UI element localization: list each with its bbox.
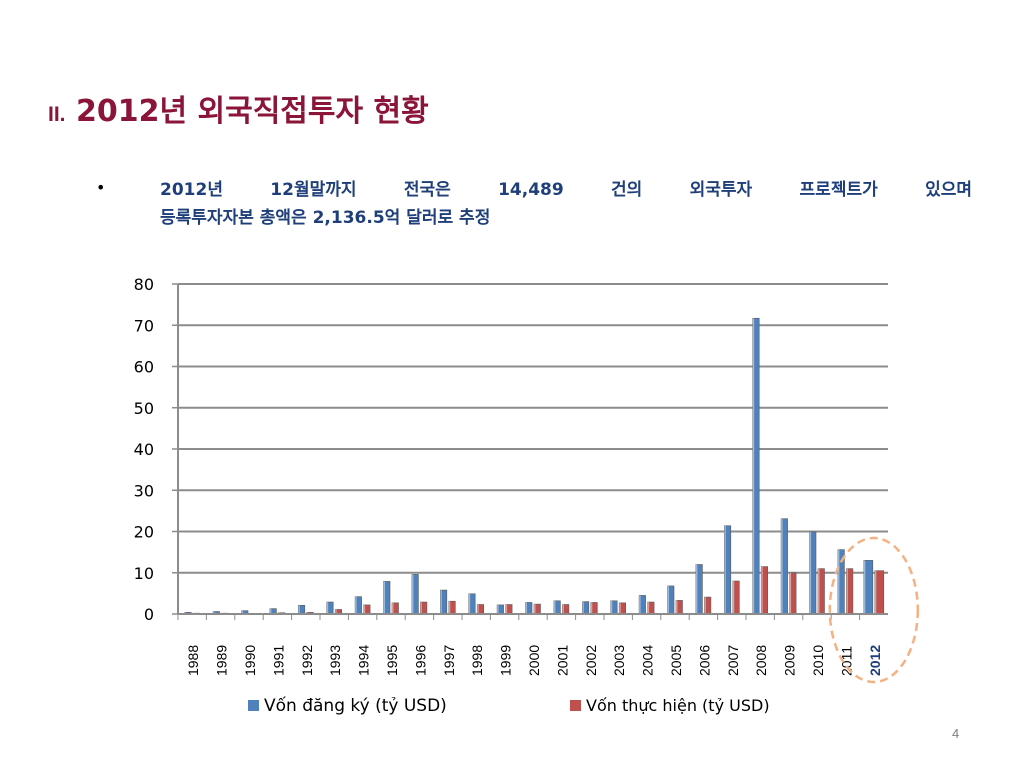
bar-highlight-2004 <box>647 602 650 614</box>
bar-highlight-2004 <box>639 595 641 614</box>
y-tick-label: 10 <box>134 564 154 583</box>
bar-highlight-2008 <box>752 318 755 614</box>
bar-highlight-2006 <box>704 597 706 614</box>
legend-swatch-registered <box>248 700 259 711</box>
x-tick-label-1997: 1997 <box>441 645 457 676</box>
bar-highlight-2007 <box>724 525 726 614</box>
y-tick-label: 40 <box>134 440 154 459</box>
title-number: II. <box>48 103 66 126</box>
bar-highlight-1993 <box>326 602 329 614</box>
highlight-circle <box>828 536 920 684</box>
y-tick-label: 70 <box>134 316 154 335</box>
x-tick-label-2004: 2004 <box>640 645 656 676</box>
bullet-line-1: 2012년 12월말까지 전국은 14,489 건의 외국투자 프로젝트가 있으… <box>160 180 972 200</box>
x-tick-label-2009: 2009 <box>782 645 798 676</box>
x-tick-label-2001: 2001 <box>554 645 570 676</box>
x-tick-label-2007: 2007 <box>725 645 741 676</box>
x-tick-label-1996: 1996 <box>412 645 428 676</box>
bar-highlight-1998 <box>477 604 479 614</box>
x-tick-label-1998: 1998 <box>469 645 485 676</box>
bar-highlight-2003 <box>619 602 621 614</box>
bar-highlight-2002 <box>590 602 593 614</box>
bar-highlight-1997 <box>448 601 451 614</box>
x-tick-label-2002: 2002 <box>583 645 599 676</box>
bar-highlight-1992 <box>298 605 300 614</box>
page-number: 4 <box>952 726 960 741</box>
legend-swatch-implemented <box>570 700 581 711</box>
bar-highlight-2005 <box>676 600 678 614</box>
bar-highlight-2012 <box>863 560 866 614</box>
bar-highlight-1994 <box>363 604 366 614</box>
bar-highlight-1996 <box>420 602 422 614</box>
bar-highlight-2010 <box>818 568 820 614</box>
x-tick-label-2008: 2008 <box>753 645 769 676</box>
x-tick-label-1994: 1994 <box>356 645 372 676</box>
x-tick-label-2005: 2005 <box>668 645 684 676</box>
bar-highlight-1995 <box>383 581 385 614</box>
x-tick-label-2011: 2011 <box>838 646 854 676</box>
y-tick-label: 0 <box>144 605 154 624</box>
x-tick-label-1989: 1989 <box>214 645 230 676</box>
bar-highlight-2003 <box>610 600 613 614</box>
bar-highlight-2011 <box>837 549 840 614</box>
bar-highlight-1989 <box>213 611 215 614</box>
legend-label-implemented: Vốn thực hiện (tỷ USD) <box>586 696 770 715</box>
bar-highlight-1993 <box>335 609 337 614</box>
bar-highlight-1991 <box>269 608 272 614</box>
bar-highlight-2007 <box>732 581 735 614</box>
x-tick-label-1993: 1993 <box>327 645 343 676</box>
bullet-text: 2012년 12월말까지 전국은 14,489 건의 외국투자 프로젝트가 있으… <box>160 176 972 232</box>
x-tick-label-2010: 2010 <box>810 645 826 676</box>
x-tick-label-2003: 2003 <box>611 645 627 676</box>
x-tick-label-1991: 1991 <box>270 645 286 676</box>
bar-highlight-2010 <box>809 531 811 614</box>
bar-highlight-2001 <box>562 604 564 614</box>
slide-title: II. 2012년 외국직접투자 현황 <box>48 86 429 130</box>
bar-highlight-2000 <box>525 602 527 614</box>
bar-highlight-2009 <box>789 572 792 614</box>
bar-highlight-2011 <box>846 568 848 614</box>
y-tick-label: 50 <box>134 399 154 418</box>
y-tick-label: 20 <box>134 523 154 542</box>
bar-highlight-2005 <box>667 585 669 614</box>
bar-highlight-1999 <box>505 604 508 614</box>
bar-highlight-1994 <box>355 596 357 614</box>
y-tick-label: 60 <box>134 358 154 377</box>
x-tick-label-2000: 2000 <box>526 645 542 676</box>
x-tick-label-2006: 2006 <box>696 645 712 676</box>
bar-highlight-2009 <box>781 518 783 614</box>
bar-highlight-2000 <box>534 604 536 614</box>
bar-highlight-1990 <box>241 610 243 614</box>
bar-highlight-2002 <box>582 601 584 614</box>
x-tick-label-1992: 1992 <box>299 645 315 676</box>
bar-highlight-1995 <box>392 602 394 614</box>
x-tick-label-2012: 2012 <box>867 645 883 676</box>
bullet-line-2: 등록투자자본 총액은 2,136.5억 달러로 추정 <box>160 208 491 228</box>
bar-highlight-2006 <box>695 564 698 614</box>
bar-highlight-2008 <box>761 566 763 614</box>
y-tick-label: 30 <box>134 481 154 500</box>
x-tick-label-1988: 1988 <box>185 645 201 676</box>
bar-highlight-1999 <box>497 604 499 614</box>
x-tick-label-1990: 1990 <box>242 645 258 676</box>
bar-highlight-1996 <box>411 574 414 614</box>
bar-highlight-2012 <box>874 570 877 614</box>
legend-label-registered: Vốn đăng ký (tỷ USD) <box>264 695 447 716</box>
bar-highlight-2001 <box>553 600 556 614</box>
bullet-symbol: • <box>96 178 106 197</box>
x-tick-label-1999: 1999 <box>498 645 514 676</box>
bar-highlight-1998 <box>468 593 471 614</box>
x-tick-label-1995: 1995 <box>384 645 400 676</box>
title-text: 2012년 외국직접투자 현황 <box>75 94 429 129</box>
y-tick-label: 80 <box>134 275 154 294</box>
bar-highlight-1997 <box>440 590 442 614</box>
